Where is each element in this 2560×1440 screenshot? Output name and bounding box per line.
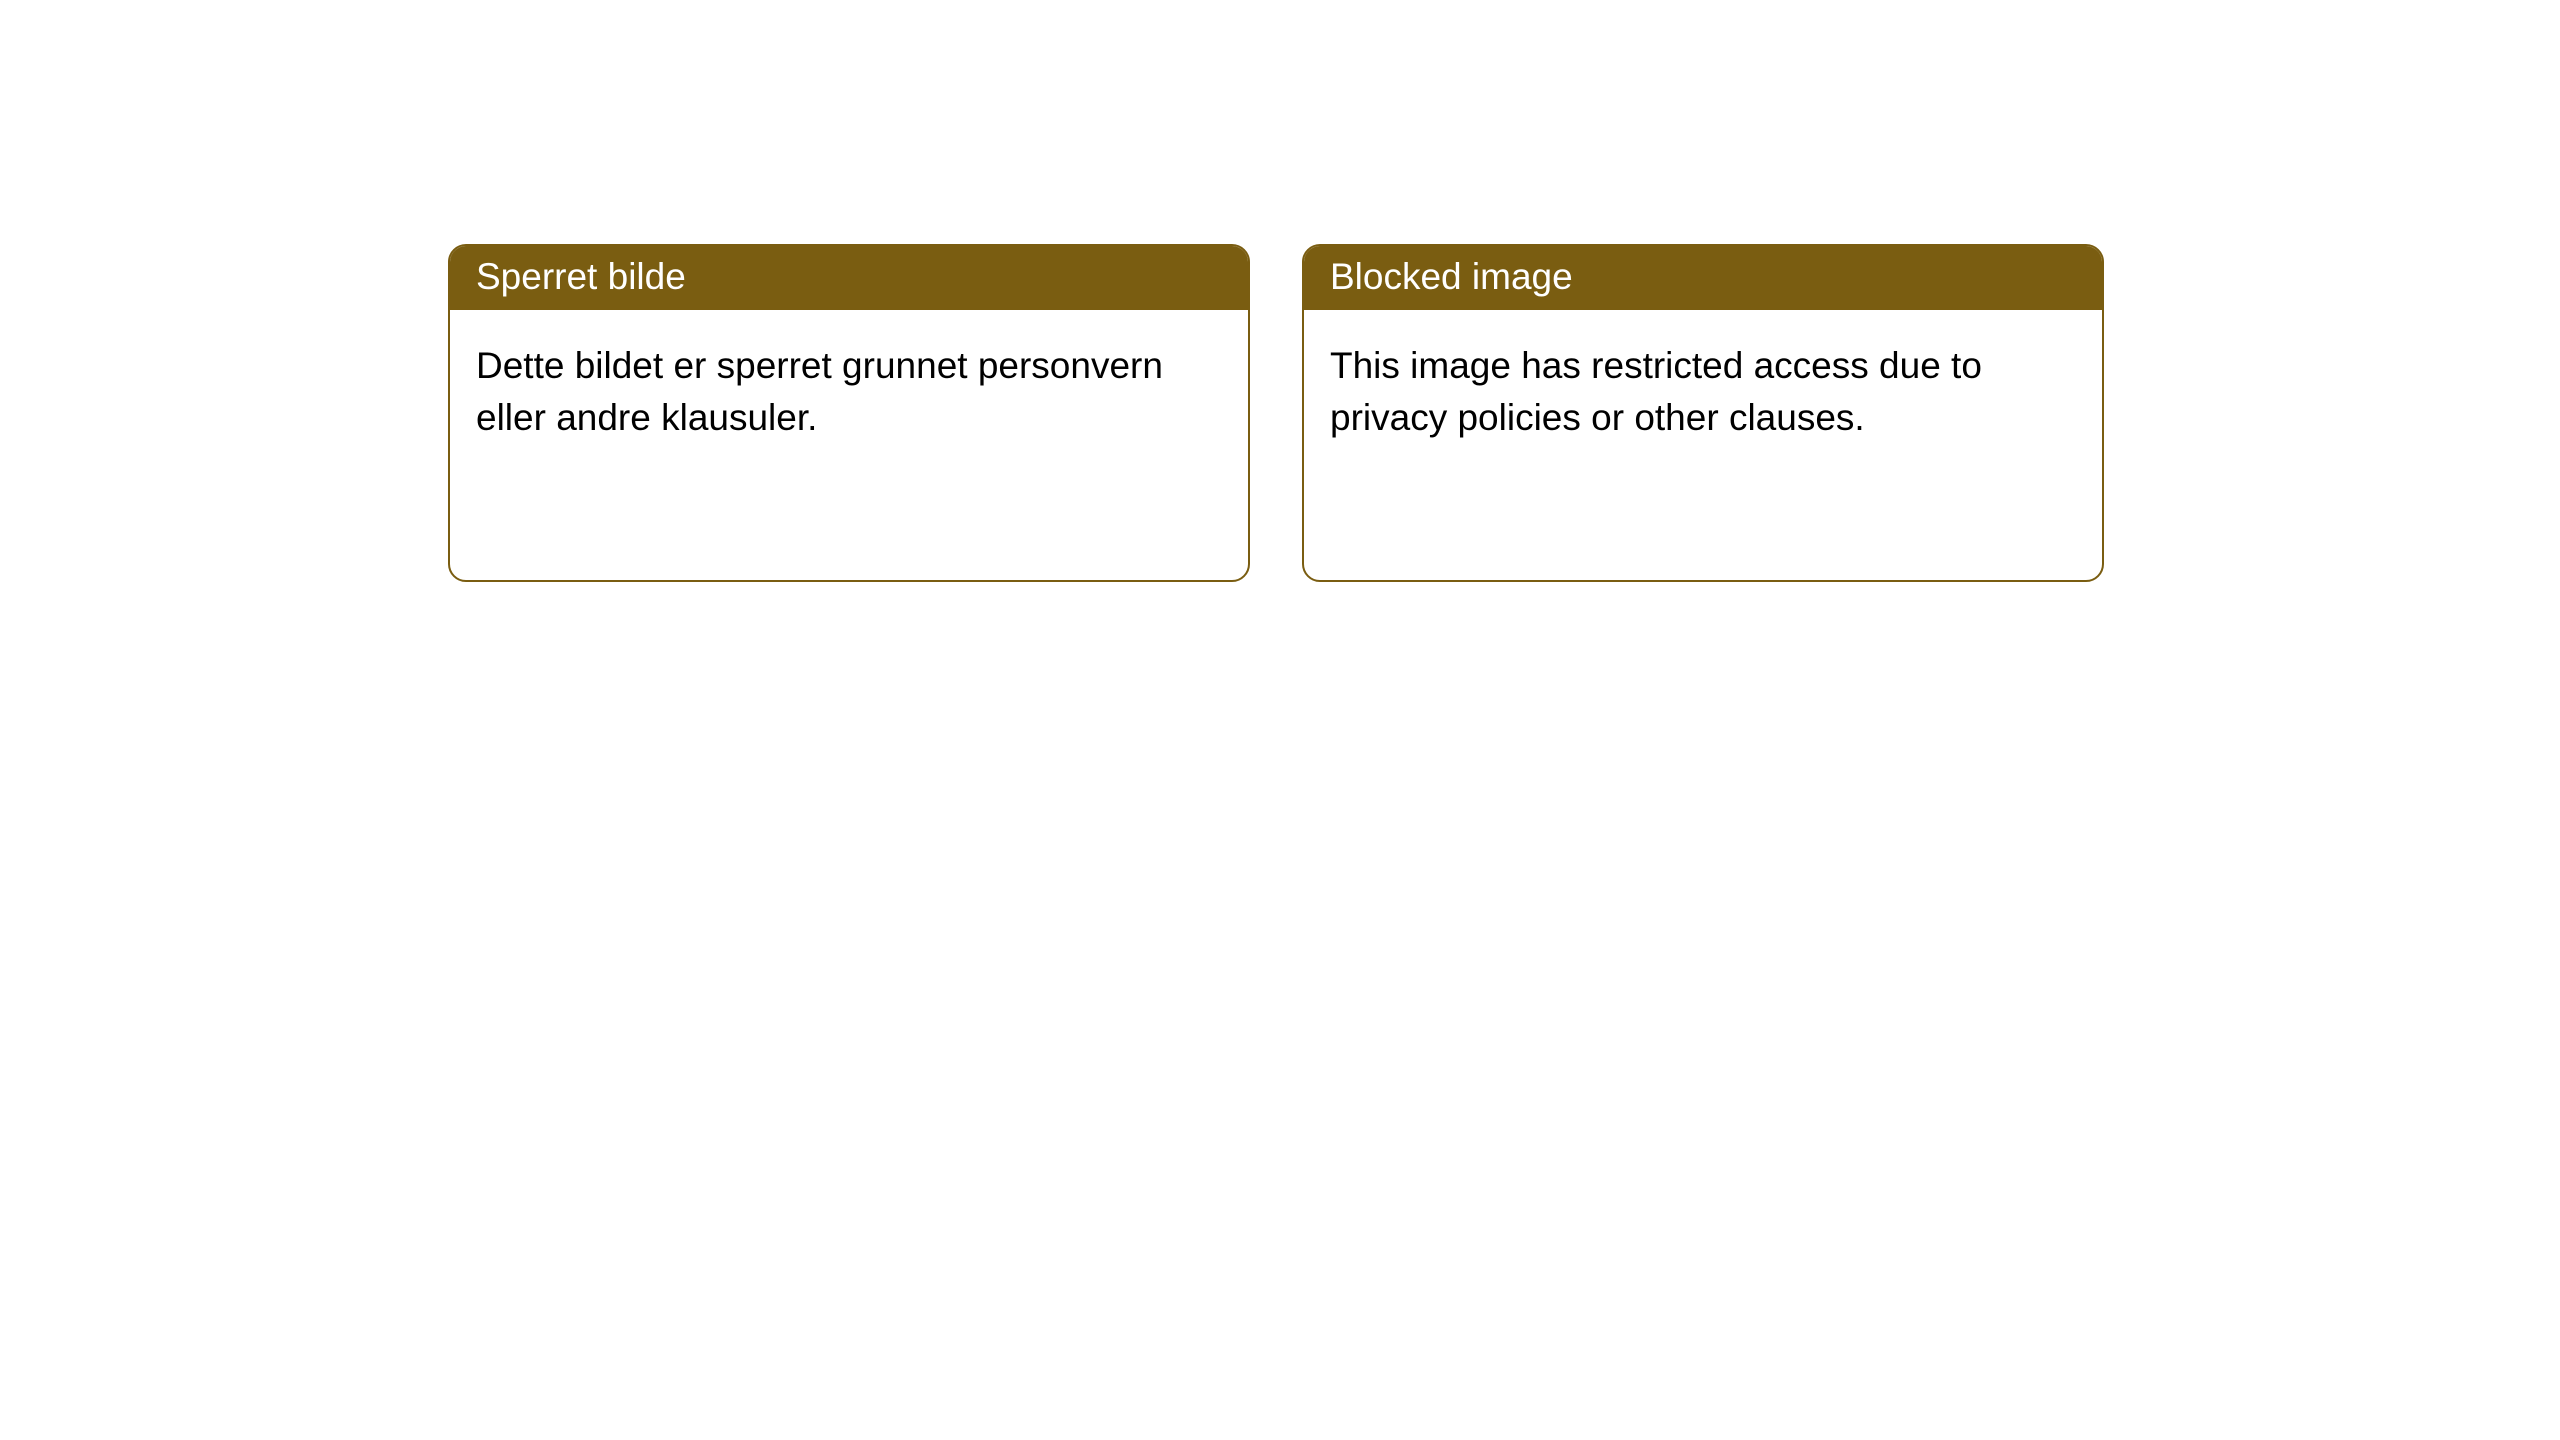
notice-container: Sperret bilde Dette bildet er sperret gr… [0,0,2560,582]
notice-body: This image has restricted access due to … [1304,310,2102,580]
notice-body: Dette bildet er sperret grunnet personve… [450,310,1248,580]
notice-card-norwegian: Sperret bilde Dette bildet er sperret gr… [448,244,1250,582]
notice-card-english: Blocked image This image has restricted … [1302,244,2104,582]
notice-header: Sperret bilde [450,246,1248,310]
notice-header: Blocked image [1304,246,2102,310]
